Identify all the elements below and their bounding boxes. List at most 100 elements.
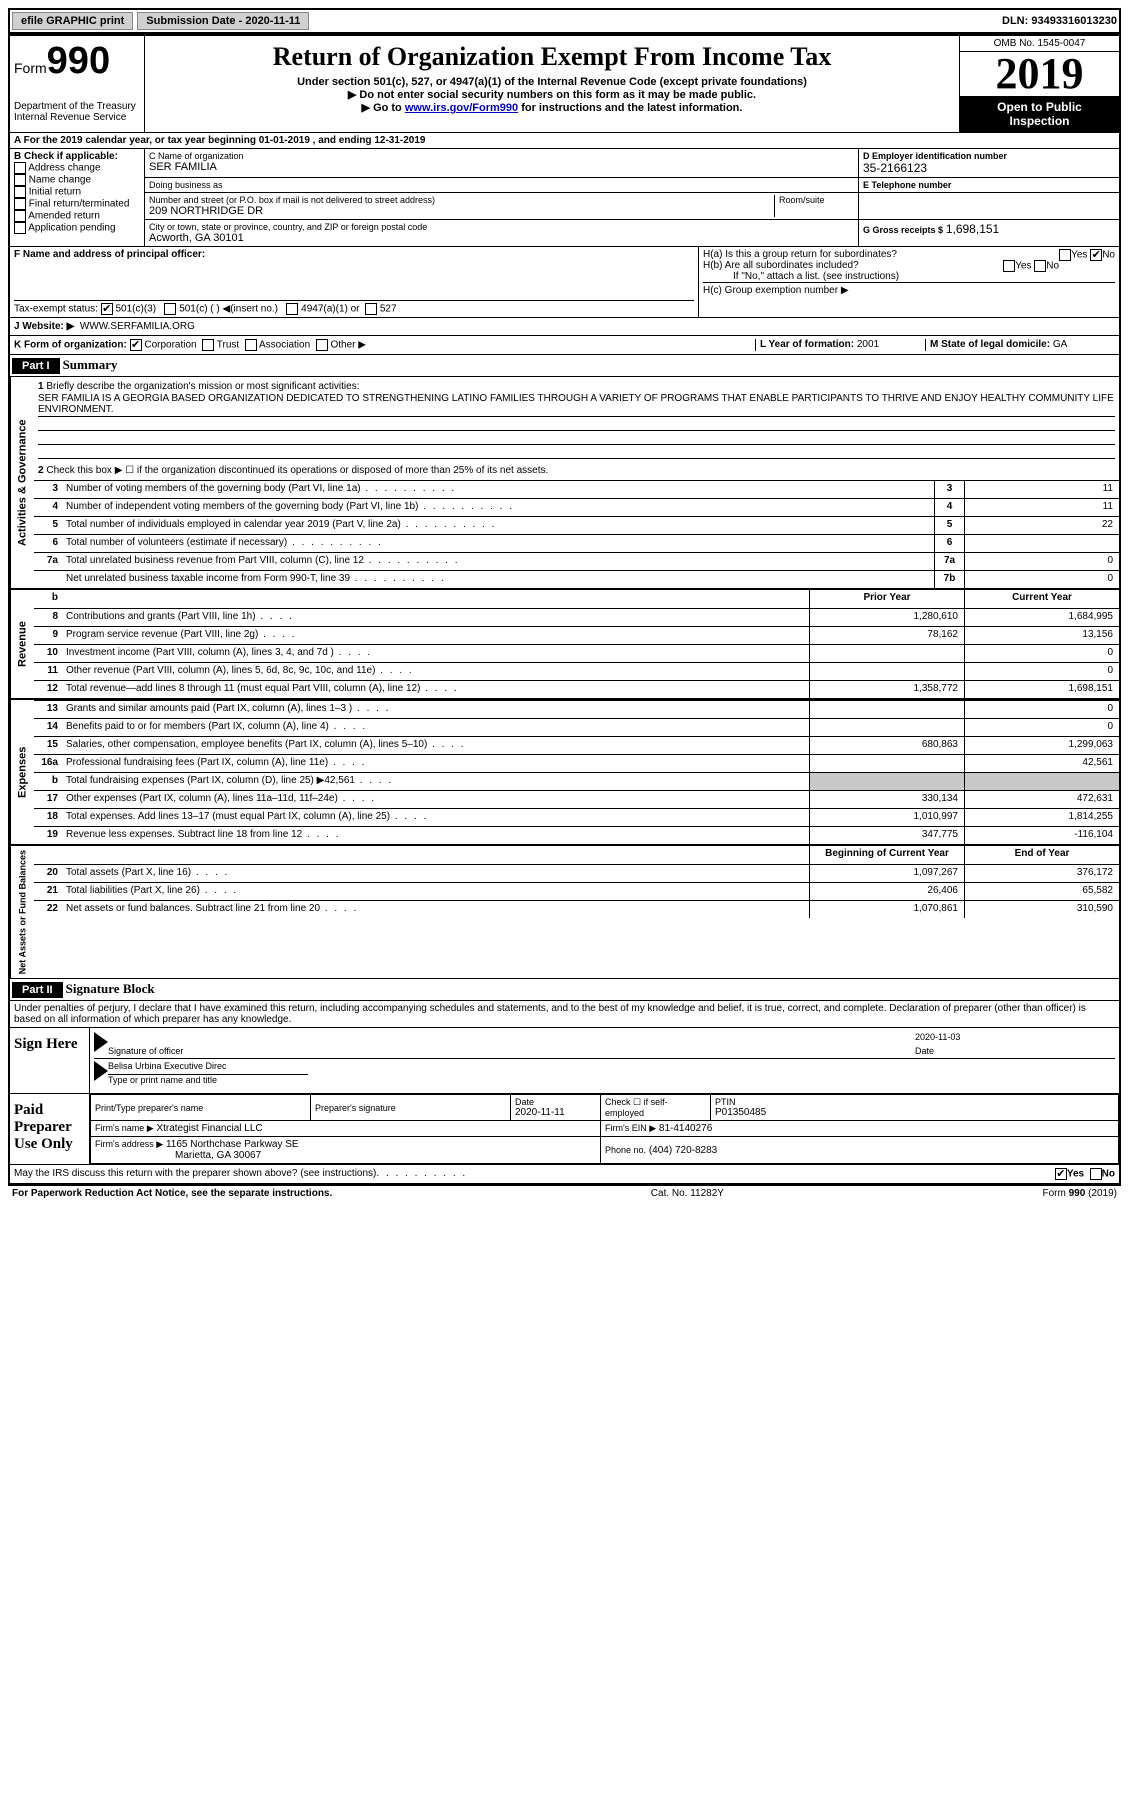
discuss-no[interactable] (1090, 1168, 1102, 1180)
summary-row-4: 4 Number of independent voting members o… (34, 498, 1119, 516)
submission-date-label: Submission Date (146, 15, 235, 27)
expenses-section: Expenses 13 Grants and similar amounts p… (10, 700, 1119, 846)
l-value: 2001 (857, 339, 879, 350)
discuss-yes[interactable] (1055, 1168, 1067, 1180)
row-label: Total liabilities (Part X, line 26) (62, 883, 809, 900)
row-label: Program service revenue (Part VIII, line… (62, 627, 809, 644)
subtitle-1: Under section 501(c), 527, or 4947(a)(1)… (155, 76, 949, 88)
addr-label: Number and street (or P.O. box if mail i… (149, 195, 774, 205)
chk-corporation[interactable] (130, 339, 142, 351)
firm-addr2: Marietta, GA 30067 (95, 1150, 261, 1161)
m-value: GA (1053, 339, 1067, 350)
prior-year-value: 1,010,997 (809, 809, 964, 826)
form-title: Return of Organization Exempt From Incom… (155, 42, 949, 72)
chk-final-return[interactable]: Final return/terminated (14, 198, 140, 210)
chk-amended[interactable]: Amended return (14, 210, 140, 222)
ein-label: D Employer identification number (863, 151, 1115, 161)
efile-print-button[interactable]: efile GRAPHIC print (12, 12, 133, 30)
footer-right: Form 990 (2019) (1043, 1188, 1117, 1199)
officer-value (14, 260, 694, 300)
hb-row: H(b) Are all subordinates included? Yes … (703, 260, 1115, 271)
sig-date-label: Date (915, 1046, 1115, 1056)
name-title-label: Type or print name and title (108, 1075, 1115, 1085)
chk-app-pending[interactable]: Application pending (14, 222, 140, 234)
row-label: Benefits paid to or for members (Part IX… (62, 719, 809, 736)
net-assets-section: Net Assets or Fund Balances Beginning of… (10, 846, 1119, 979)
self-employed-cell: Check ☐ if self-employed (601, 1095, 711, 1121)
prior-year-value: 1,097,267 (809, 865, 964, 882)
chk-association[interactable] (245, 339, 257, 351)
discuss-label: May the IRS discuss this return with the… (14, 1168, 376, 1180)
chk-other[interactable] (316, 339, 328, 351)
current-year-value: 310,590 (964, 901, 1119, 918)
data-row-15: 15 Salaries, other compensation, employe… (34, 736, 1119, 754)
arrow-icon-2 (94, 1061, 108, 1081)
gross-label: G Gross receipts $ (863, 225, 943, 235)
row-label: Revenue less expenses. Subtract line 18 … (62, 827, 809, 844)
py-cy-header-rev: b Prior Year Current Year (34, 590, 1119, 608)
row-num: 21 (34, 883, 62, 900)
prep-name-label: Print/Type preparer's name (95, 1103, 306, 1113)
preparer-row-3: Firm's address ▶ 1165 Northchase Parkway… (91, 1137, 1119, 1164)
footer-mid: Cat. No. 11282Y (332, 1188, 1042, 1199)
principal-officer: F Name and address of principal officer:… (10, 247, 699, 317)
row-num: 4 (34, 499, 62, 516)
row-label: Total revenue—add lines 8 through 11 (mu… (62, 681, 809, 698)
firm-ein-cell: Firm's EIN ▶ 81-4140276 (601, 1121, 1119, 1137)
row-label: Total expenses. Add lines 13–17 (must eq… (62, 809, 809, 826)
data-row-11: 11 Other revenue (Part VIII, column (A),… (34, 662, 1119, 680)
ha-yes[interactable] (1059, 249, 1071, 261)
chk-trust[interactable] (202, 339, 214, 351)
row-box: 6 (934, 535, 964, 552)
side-tab-netassets: Net Assets or Fund Balances (10, 846, 34, 978)
chk-4947[interactable] (286, 303, 298, 315)
part1-header-row: Part I Summary (10, 355, 1119, 377)
dln-label: DLN: (1002, 15, 1028, 27)
efile-topbar: efile GRAPHIC print Submission Date - 20… (8, 8, 1121, 34)
chk-527[interactable] (365, 303, 377, 315)
ha-no[interactable] (1090, 249, 1102, 261)
row-label: Other revenue (Part VIII, column (A), li… (62, 663, 809, 680)
tax-exempt-label: Tax-exempt status: (14, 304, 98, 315)
chk-name-change[interactable]: Name change (14, 174, 140, 186)
submission-date-button[interactable]: Submission Date - 2020-11-11 (137, 12, 309, 30)
current-year-value: 0 (964, 645, 1119, 662)
phone-cell: E Telephone number (859, 178, 1119, 192)
current-year-value: 376,172 (964, 865, 1119, 882)
chk-501c3[interactable] (101, 303, 113, 315)
row-label: Net unrelated business taxable income fr… (62, 571, 934, 588)
chk-initial-return[interactable]: Initial return (14, 186, 140, 198)
prior-year-value: 680,863 (809, 737, 964, 754)
addr-value: 209 NORTHRIDGE DR (149, 205, 774, 217)
dots-discuss (376, 1168, 467, 1180)
row-label: Professional fundraising fees (Part IX, … (62, 755, 809, 772)
current-year-value: 42,561 (964, 755, 1119, 772)
hb-no[interactable] (1034, 260, 1046, 272)
subtitle-3: Go to www.irs.gov/Form990 for instructio… (155, 101, 949, 114)
row-value: 22 (964, 517, 1119, 534)
prior-year-value: 26,406 (809, 883, 964, 900)
prior-year-value: 1,358,772 (809, 681, 964, 698)
irs-form990-link[interactable]: www.irs.gov/Form990 (405, 102, 518, 114)
prior-year-value: 347,775 (809, 827, 964, 844)
row-num: 22 (34, 901, 62, 918)
row-value: 11 (964, 499, 1119, 516)
chk-501c[interactable] (164, 303, 176, 315)
firm-phone-value: (404) 720-8283 (649, 1145, 717, 1156)
column-b-checkboxes: B Check if applicable: Address change Na… (10, 149, 145, 246)
officer-signature[interactable] (108, 1032, 915, 1046)
hb-yes[interactable] (1003, 260, 1015, 272)
activities-governance-section: Activities & Governance 1 Briefly descri… (10, 377, 1119, 590)
row-box: 3 (934, 481, 964, 498)
data-row-b: b Total fundraising expenses (Part IX, c… (34, 772, 1119, 790)
row-value: 0 (964, 553, 1119, 570)
current-year-value: 13,156 (964, 627, 1119, 644)
page-footer: For Paperwork Reduction Act Notice, see … (8, 1186, 1121, 1201)
submission-date-value: 2020-11-11 (245, 15, 300, 27)
firm-phone-cell: Phone no. (404) 720-8283 (601, 1137, 1119, 1164)
row-box: 4 (934, 499, 964, 516)
firm-name-cell: Firm's name ▶ Xtrategist Financial LLC (91, 1121, 601, 1137)
chk-address-change[interactable]: Address change (14, 162, 140, 174)
current-year-value: 1,814,255 (964, 809, 1119, 826)
part1-title: Summary (63, 357, 118, 372)
